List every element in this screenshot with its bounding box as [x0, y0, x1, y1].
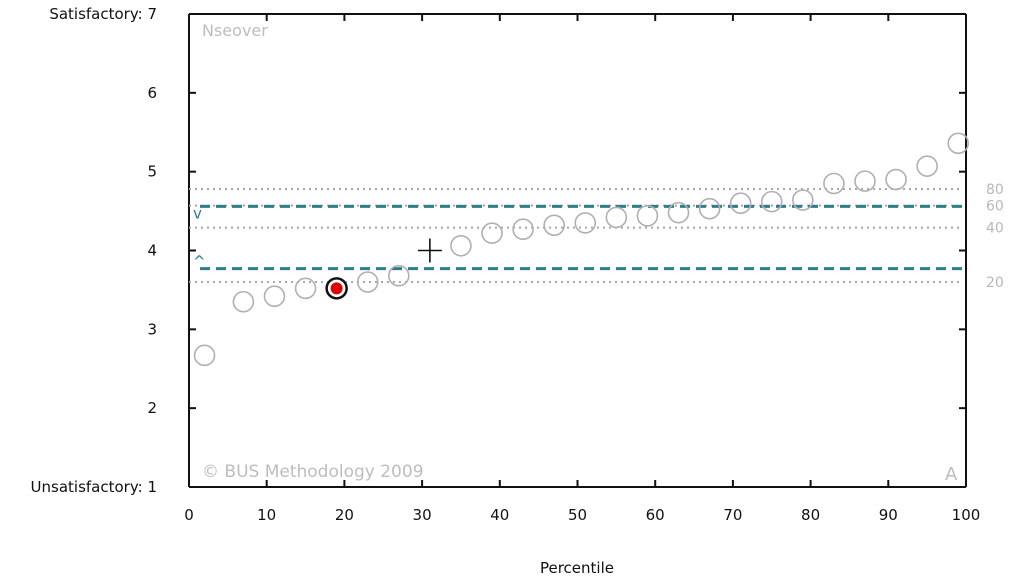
data-points — [193, 132, 970, 367]
data-point — [947, 132, 970, 155]
data-point — [854, 170, 876, 192]
y-tick-label: Unsatisfactory: 1 — [31, 478, 157, 496]
data-point — [356, 271, 379, 293]
data-point — [193, 344, 216, 367]
data-point — [823, 172, 845, 195]
x-tick-label: 20 — [335, 506, 354, 524]
highlighted-data-point — [330, 282, 343, 295]
data-point — [792, 189, 814, 211]
percentile-label-60: 60 — [986, 199, 1004, 215]
copyright-watermark: © BUS Methodology 2009 — [202, 462, 424, 482]
data-point — [450, 234, 472, 257]
y-tick-label: 2 — [147, 399, 157, 417]
x-tick-label: 40 — [490, 506, 509, 524]
data-point — [605, 206, 628, 229]
data-point — [885, 168, 907, 191]
data-point — [574, 212, 597, 234]
x-axis-title: Percentile — [540, 559, 614, 577]
data-point — [263, 285, 286, 308]
x-tick-label: 70 — [723, 506, 742, 524]
y-tick-label: 4 — [147, 242, 157, 260]
x-tick-label: 0 — [184, 506, 194, 524]
percentile-label-20: 20 — [986, 275, 1004, 291]
data-point — [636, 205, 659, 227]
data-point — [294, 277, 317, 300]
y-tick-label: 6 — [147, 84, 157, 102]
data-point — [698, 197, 721, 220]
threshold-marker: v — [193, 204, 202, 222]
percentile-label-80: 80 — [986, 182, 1004, 198]
y-tick-label: 3 — [147, 320, 157, 338]
data-point — [543, 214, 565, 237]
percentile-label-40: 40 — [986, 221, 1004, 237]
x-tick-label: 50 — [568, 506, 587, 524]
y-tick-label: 5 — [147, 163, 157, 181]
x-tick-label: 100 — [952, 506, 981, 524]
data-point — [916, 155, 938, 177]
axes: 0 10 20 30 40 50 60 70 80 90 100 Satisfactory: 7 6 5 4… — [31, 5, 981, 524]
x-tick-label: 90 — [879, 506, 898, 524]
x-tick-label: 60 — [646, 506, 665, 524]
x-tick-label: 80 — [801, 506, 820, 524]
x-tick-label: 10 — [257, 506, 276, 524]
data-point — [760, 190, 783, 213]
x-tick-label: 30 — [413, 506, 432, 524]
data-point — [512, 218, 534, 241]
data-point — [481, 222, 503, 244]
data-point — [232, 290, 255, 313]
data-point — [667, 201, 690, 224]
data-point — [729, 192, 752, 214]
threshold-marker: ^ — [193, 253, 206, 271]
corner-label: A — [945, 464, 958, 485]
y-tick-label: Satisfactory: 7 — [49, 5, 157, 23]
chart-title: Nseover — [202, 21, 268, 40]
data-point — [387, 264, 410, 287]
